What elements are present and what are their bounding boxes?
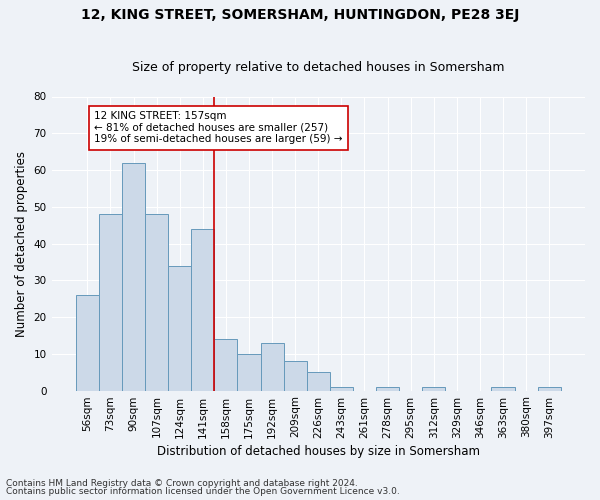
Text: 12 KING STREET: 157sqm
← 81% of detached houses are smaller (257)
19% of semi-de: 12 KING STREET: 157sqm ← 81% of detached… <box>94 111 343 144</box>
Bar <box>238 354 260 391</box>
X-axis label: Distribution of detached houses by size in Somersham: Distribution of detached houses by size … <box>157 444 480 458</box>
Bar <box>191 229 214 390</box>
Bar <box>284 361 307 390</box>
Bar <box>99 214 122 390</box>
Bar <box>491 387 515 390</box>
Title: Size of property relative to detached houses in Somersham: Size of property relative to detached ho… <box>132 62 505 74</box>
Bar <box>122 162 145 390</box>
Bar <box>422 387 445 390</box>
Text: 12, KING STREET, SOMERSHAM, HUNTINGDON, PE28 3EJ: 12, KING STREET, SOMERSHAM, HUNTINGDON, … <box>81 8 519 22</box>
Bar <box>538 387 561 390</box>
Y-axis label: Number of detached properties: Number of detached properties <box>15 150 28 336</box>
Bar <box>307 372 330 390</box>
Bar <box>168 266 191 390</box>
Bar <box>145 214 168 390</box>
Bar <box>330 387 353 390</box>
Bar <box>76 295 99 390</box>
Text: Contains public sector information licensed under the Open Government Licence v3: Contains public sector information licen… <box>6 487 400 496</box>
Bar <box>260 343 284 390</box>
Bar <box>376 387 399 390</box>
Bar <box>214 339 238 390</box>
Text: Contains HM Land Registry data © Crown copyright and database right 2024.: Contains HM Land Registry data © Crown c… <box>6 478 358 488</box>
